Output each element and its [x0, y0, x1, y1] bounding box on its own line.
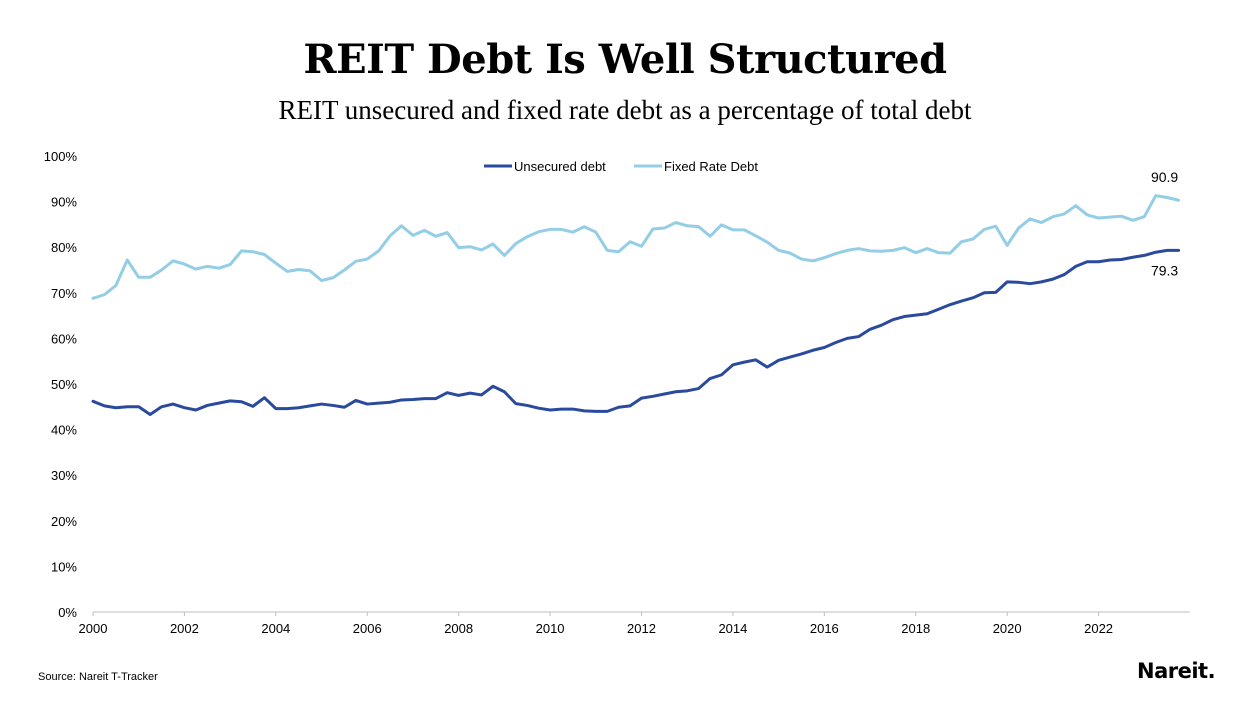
y-tick-label: 50% — [51, 377, 77, 392]
y-tick-label: 0% — [58, 605, 77, 620]
y-tick-label: 10% — [51, 559, 77, 574]
series-line-fixed-rate-debt — [91, 194, 1181, 300]
source-note: Source: Nareit T-Tracker — [38, 671, 158, 683]
legend-label: Fixed Rate Debt — [664, 159, 758, 174]
series-line-unsecured-debt — [91, 248, 1181, 417]
y-tick-label: 30% — [51, 468, 77, 483]
y-tick-label: 40% — [51, 423, 77, 438]
end-value-label: 79.3 — [1151, 262, 1178, 278]
x-tick-label: 2016 — [810, 621, 839, 636]
x-tick-label: 2002 — [170, 621, 199, 636]
legend-label: Unsecured debt — [514, 159, 606, 174]
nareit-logo: Nareit. — [1137, 659, 1216, 683]
x-tick-label: 2020 — [993, 621, 1022, 636]
x-tick-label: 2022 — [1084, 621, 1113, 636]
x-tick-label: 2010 — [536, 621, 565, 636]
x-tick-label: 2014 — [718, 621, 747, 636]
y-tick-label: 60% — [51, 331, 77, 346]
x-tick-label: 2006 — [353, 621, 382, 636]
y-tick-label: 20% — [51, 514, 77, 529]
chart-legend: Unsecured debt Fixed Rate Debt — [484, 159, 758, 174]
chart-subtitle: REIT unsecured and fixed rate debt as a … — [278, 95, 972, 125]
chart-title: REIT Debt Is Well Structured — [303, 36, 947, 83]
x-tick-label: 2018 — [901, 621, 930, 636]
end-value-label: 90.9 — [1151, 169, 1178, 185]
y-tick-label: 80% — [51, 240, 77, 255]
series-layer — [91, 194, 1181, 417]
end-labels: 79.3 90.9 — [1151, 169, 1178, 278]
y-tick-label: 90% — [51, 195, 77, 210]
x-tick-label: 2004 — [261, 621, 290, 636]
x-tick-label: 2012 — [627, 621, 656, 636]
chart-axes: 0% 10% 20% 30% 40% 50% 60% 70% 80% 90% 100% 2000 200… — [44, 149, 1190, 636]
y-tick-label: 70% — [51, 286, 77, 301]
x-tick-label: 2008 — [444, 621, 473, 636]
x-tick-label: 2000 — [79, 621, 108, 636]
y-tick-label: 100% — [44, 149, 78, 164]
